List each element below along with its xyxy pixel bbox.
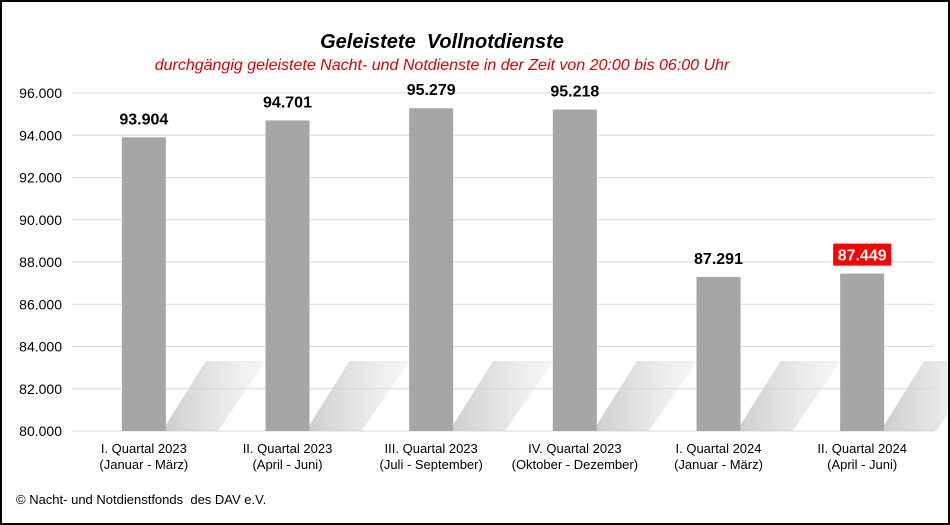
y-tick-label: 96.000 [19,85,62,101]
x-category-label: III. Quartal 2023 (Juli - September) [380,441,483,472]
value-label: 93.904 [119,111,168,128]
y-tick-label: 84.000 [19,339,62,355]
chart-title: Geleistete Vollnotdienste [320,31,564,53]
y-tick-label: 80.000 [19,423,62,439]
bar-shadow [596,361,697,431]
bars [121,108,885,432]
x-category-label: I. Quartal 2024 (Januar - März) [674,441,763,472]
bar [840,273,885,431]
value-label: 95.279 [407,82,456,99]
bar [409,108,454,431]
bar [121,137,166,431]
y-tick-label: 94.000 [19,127,62,143]
x-category-label: IV. Quartal 2023 (Oktober - Dezember) [512,441,638,472]
y-tick-label: 82.000 [19,381,62,397]
y-tick-label: 90.000 [19,212,62,228]
x-category-label: I. Quartal 2023 (Januar - März) [99,441,188,472]
y-tick-label: 92.000 [19,170,62,186]
chart-subtitle: durchgängig geleistete Nacht- und Notdie… [155,57,730,74]
x-axis-categories: I. Quartal 2023 (Januar - März) II. Quarta… [99,441,907,472]
x-category-label: II. Quartal 2023 (April - Juni) [243,441,333,472]
y-tick-label: 86.000 [19,296,62,312]
footer-copyright: © Nacht- und Notdienstfonds des DAV e.V. [16,492,266,507]
y-tick-label: 88.000 [19,254,62,270]
y-axis-ticks: 80.000 82.000 84.000 86.000 88.000 90.000 92.0… [19,85,62,439]
bar [552,109,597,432]
value-label-highlighted: 87.449 [838,248,887,265]
bar-shadow [309,361,410,431]
bar-shadow [165,361,266,431]
bar-shadow [884,361,948,431]
bar-shadow [740,361,841,431]
bar [696,276,741,431]
value-label: 94.701 [263,94,312,111]
x-category-label: II. Quartal 2024 (April - Juni) [817,441,907,472]
value-label: 95.218 [550,84,599,101]
bar-shadows [165,361,948,431]
value-labels: 93.904 94.701 95.279 95.218 87.291 87.449 [119,82,892,268]
value-label: 87.291 [694,251,743,268]
bar-shadow [453,361,554,431]
bar [265,120,310,431]
highlight-label-background [833,243,892,266]
